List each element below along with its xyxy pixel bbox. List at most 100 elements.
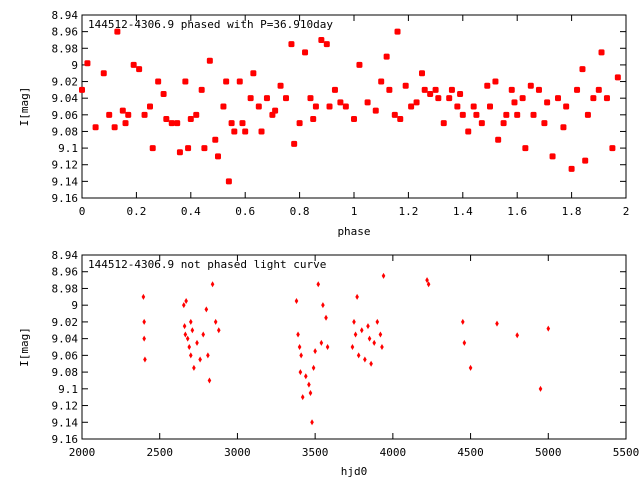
data-point [366,323,370,330]
data-point [130,61,137,68]
data-point [316,281,321,288]
data-point [530,111,537,118]
data-point [538,385,543,392]
data-point [519,95,526,102]
data-point [206,57,213,64]
data-point [125,111,132,118]
data-point [228,120,235,127]
data-point [356,352,361,359]
data-point [495,136,502,143]
data-point [213,318,218,325]
data-point [503,111,510,118]
data-point [590,95,597,102]
data-point [435,95,442,102]
data-point [155,78,162,85]
data-point [207,377,212,384]
data-point [302,49,309,56]
data-point [311,364,316,371]
data-point [182,78,189,85]
data-point [426,281,431,288]
data-point [432,86,439,93]
y-tick-label: 9.12 [52,159,79,172]
data-point [149,145,156,152]
data-point [364,99,371,106]
data-point [323,41,330,48]
data-point [541,120,548,127]
x-tick-label: 0.4 [181,205,201,218]
data-point [176,149,183,156]
y-axis-label: I[mag] [18,327,31,367]
y-tick-label: 8.98 [52,282,79,295]
data-point [236,78,243,85]
data-point [307,381,311,388]
x-tick-label: 0 [79,205,86,218]
data-point [122,120,129,127]
data-point [325,344,330,350]
data-point [454,103,461,110]
data-point [142,335,146,342]
y-tick-label: 9.12 [52,400,79,413]
data-point [595,86,602,93]
data-point [297,344,302,350]
data-point [174,120,181,127]
data-point [372,339,377,346]
data-point [484,82,491,89]
data-point [350,344,355,350]
data-point [212,136,219,143]
y-tick-label: 9.04 [52,333,79,346]
data-point [185,145,192,152]
data-point [582,157,589,164]
data-point [326,103,333,110]
y-tick-label: 9.02 [52,316,79,329]
data-point [324,314,328,321]
data-point [182,323,187,330]
data-point [457,91,464,98]
data-point [440,120,447,127]
data-point [201,331,206,338]
data-point [136,66,143,73]
data-point [242,128,249,135]
x-tick-label: 0.6 [235,205,255,218]
data-point [223,78,230,85]
data-point [359,327,364,334]
y-tick-label: 9.08 [52,125,79,138]
data-point [215,153,221,160]
chart-panel-1: 8.94 8.96 8.98 9 9.02 9.04 9.06 9.08 9.1 9.12 9.14… [18,9,629,238]
data-point [487,103,493,110]
data-point [141,111,148,118]
x-tick-label: 5000 [535,446,562,459]
x-tick-label: 1.6 [507,205,527,218]
x-tick-label: 1.8 [562,205,582,218]
data-point [283,95,289,102]
x-tick-label: 1 [351,205,358,218]
data-point [355,293,359,300]
data-point [515,332,519,339]
x-tick-label: 2000 [69,446,96,459]
data-point [312,103,319,110]
data-point [198,86,205,93]
data-point [168,120,175,127]
x-tick-label: 1.2 [398,205,418,218]
y-tick-label: 9.06 [52,349,79,362]
data-point [391,111,398,118]
data-point [182,302,186,309]
y-tick-label: 9.16 [52,192,79,205]
data-point [190,327,195,334]
data-point [184,298,188,304]
y-tick-label: 9.02 [52,76,79,89]
data-point [446,95,453,102]
data-point [255,103,262,110]
data-point [195,339,199,346]
data-point [495,320,499,327]
data-point [239,120,246,127]
data-point [296,120,303,127]
data-point [459,111,466,118]
data-point [198,356,202,363]
data-point [356,61,363,68]
data-point [527,82,534,89]
y-tick-label: 8.96 [52,26,79,39]
data-point [342,103,349,110]
data-point [220,103,227,110]
data-point [192,364,196,371]
